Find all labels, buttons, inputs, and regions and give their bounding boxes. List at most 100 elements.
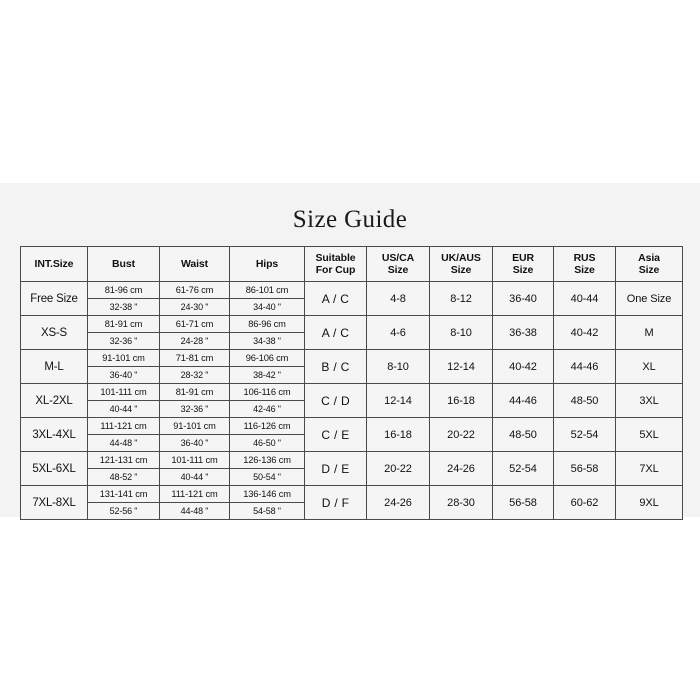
cell-uk-aus-size: 20-22 xyxy=(429,417,493,452)
cell-bust-cm: 111-121 cm xyxy=(87,417,160,435)
cell-us-ca-size: 4-8 xyxy=(366,281,430,316)
column-header-uk-aus-size: UK/AUS Size xyxy=(429,246,493,282)
cell-hips-cm: 136-146 cm xyxy=(229,485,305,503)
table-row: 5XL-6XL 121-131 cm 101-111 cm 126-136 cm D /… xyxy=(20,451,683,486)
cell-eur-size: 40-42 xyxy=(492,349,554,384)
cell-rus-size: 60-62 xyxy=(553,485,616,520)
cell-rus-size: 44-46 xyxy=(553,349,616,384)
header-line: RUS xyxy=(573,251,596,264)
table-row: 36-40 " 28-32 " 38-42 " xyxy=(21,366,683,384)
cell-cup: A / C xyxy=(304,281,367,316)
cell-us-ca-size: 8-10 xyxy=(366,349,430,384)
cell-eur-size: 44-46 xyxy=(492,383,554,418)
cell-eur-size: 48-50 xyxy=(492,417,554,452)
cell-bust-in: 32-36 " xyxy=(87,332,160,350)
table-row: 44-48 " 36-40 " 46-50 " xyxy=(21,434,683,452)
cell-asia-size: 9XL xyxy=(615,485,683,520)
cell-waist-in: 32-36 " xyxy=(159,400,230,418)
table-row: XS-S 81-91 cm 61-71 cm 86-96 cm A / C 4-6 8-10… xyxy=(20,315,683,350)
content-band: Size Guide INT.Size Bust Waist xyxy=(0,183,700,520)
cell-hips-in: 38-42 " xyxy=(229,366,305,384)
cell-int-size: 5XL-6XL xyxy=(20,451,88,486)
cell-cup: A / C xyxy=(304,315,367,350)
cell-hips-in: 42-46 " xyxy=(229,400,305,418)
header-line: Size xyxy=(574,264,595,276)
cell-bust-in: 36-40 " xyxy=(87,366,160,384)
header-line: Suitable xyxy=(315,251,356,264)
cell-int-size: XL-2XL xyxy=(20,383,88,418)
cell-bust-cm: 91-101 cm xyxy=(87,349,160,367)
cell-asia-size: M xyxy=(615,315,683,350)
cell-waist-in: 24-30 " xyxy=(159,298,230,316)
cell-waist-cm: 61-71 cm xyxy=(159,315,230,333)
cell-int-size: 3XL-4XL xyxy=(20,417,88,452)
header-line: For Cup xyxy=(315,264,356,276)
table-row: 3XL-4XL 111-121 cm 91-101 cm 116-126 cm C / … xyxy=(20,417,683,452)
cell-int-size: 7XL-8XL xyxy=(20,485,88,520)
page-title: Size Guide xyxy=(292,206,408,233)
header-line: Size xyxy=(450,264,472,276)
cell-uk-aus-size: 16-18 xyxy=(429,383,493,418)
column-header-bust: Bust xyxy=(87,246,160,282)
cell-bust-in: 48-52 " xyxy=(87,468,160,486)
table-row: 7XL-8XL 131-141 cm 111-121 cm 136-146 cm D /… xyxy=(20,485,683,520)
table-row: 40-44 " 32-36 " 42-46 " xyxy=(21,400,683,418)
cell-hips-in: 50-54 " xyxy=(229,468,305,486)
cell-waist-cm: 111-121 cm xyxy=(159,485,230,503)
cell-asia-size: 5XL xyxy=(615,417,683,452)
cell-us-ca-size: 16-18 xyxy=(366,417,430,452)
cell-hips-cm: 86-96 cm xyxy=(229,315,305,333)
table-row: M-L 91-101 cm 71-81 cm 96-106 cm B / C 8-10 12… xyxy=(20,349,683,384)
cell-cup: C / D xyxy=(304,383,367,418)
cell-rus-size: 52-54 xyxy=(553,417,616,452)
column-header-asia-size: Asia Size xyxy=(615,246,683,282)
cell-waist-in: 24-28 " xyxy=(159,332,230,350)
cell-asia-size: XL xyxy=(615,349,683,384)
cell-eur-size: 56-58 xyxy=(492,485,554,520)
cell-int-size: M-L xyxy=(20,349,88,384)
cell-hips-in: 54-58 " xyxy=(229,502,305,520)
cell-us-ca-size: 20-22 xyxy=(366,451,430,486)
cell-waist-cm: 61-76 cm xyxy=(159,281,230,299)
cell-asia-size: One Size xyxy=(615,281,683,316)
cell-asia-size: 3XL xyxy=(615,383,683,418)
cell-eur-size: 36-40 xyxy=(492,281,554,316)
cell-eur-size: 36-38 xyxy=(492,315,554,350)
cell-hips-in: 46-50 " xyxy=(229,434,305,452)
cell-waist-in: 40-44 " xyxy=(159,468,230,486)
cell-bust-in: 52-56 " xyxy=(87,502,160,520)
cell-waist-cm: 81-91 cm xyxy=(159,383,230,401)
cell-uk-aus-size: 24-26 xyxy=(429,451,493,486)
header-line: Size xyxy=(638,264,660,276)
cell-hips-cm: 126-136 cm xyxy=(229,451,305,469)
cell-waist-cm: 101-111 cm xyxy=(159,451,230,469)
header-line: US/CA xyxy=(381,251,415,264)
cell-rus-size: 56-58 xyxy=(553,451,616,486)
cell-hips-cm: 106-116 cm xyxy=(229,383,305,401)
column-header-waist: Waist xyxy=(159,246,230,282)
cell-bust-cm: 121-131 cm xyxy=(87,451,160,469)
column-header-int-size: INT.Size xyxy=(20,246,88,282)
cell-rus-size: 40-44 xyxy=(553,281,616,316)
column-header-rus-size: RUS Size xyxy=(553,246,616,282)
cell-rus-size: 40-42 xyxy=(553,315,616,350)
cell-bust-cm: 81-91 cm xyxy=(87,315,160,333)
header-line: Bust xyxy=(112,257,135,270)
column-header-hips: Hips xyxy=(229,246,305,282)
cell-cup: D / E xyxy=(304,451,367,486)
table-row: 52-56 " 44-48 " 54-58 " xyxy=(21,502,683,520)
cell-hips-in: 34-40 " xyxy=(229,298,305,316)
cell-asia-size: 7XL xyxy=(615,451,683,486)
cell-cup: D / F xyxy=(304,485,367,520)
cell-waist-cm: 91-101 cm xyxy=(159,417,230,435)
header-line: Size xyxy=(387,264,409,276)
cell-cup: C / E xyxy=(304,417,367,452)
column-header-eur-size: EUR Size xyxy=(492,246,554,282)
header-line: Waist xyxy=(180,257,209,270)
cell-cup: B / C xyxy=(304,349,367,384)
column-header-suitable-for-cup: Suitable For Cup xyxy=(304,246,367,282)
cell-bust-cm: 81-96 cm xyxy=(87,281,160,299)
cell-hips-in: 34-38 " xyxy=(229,332,305,350)
